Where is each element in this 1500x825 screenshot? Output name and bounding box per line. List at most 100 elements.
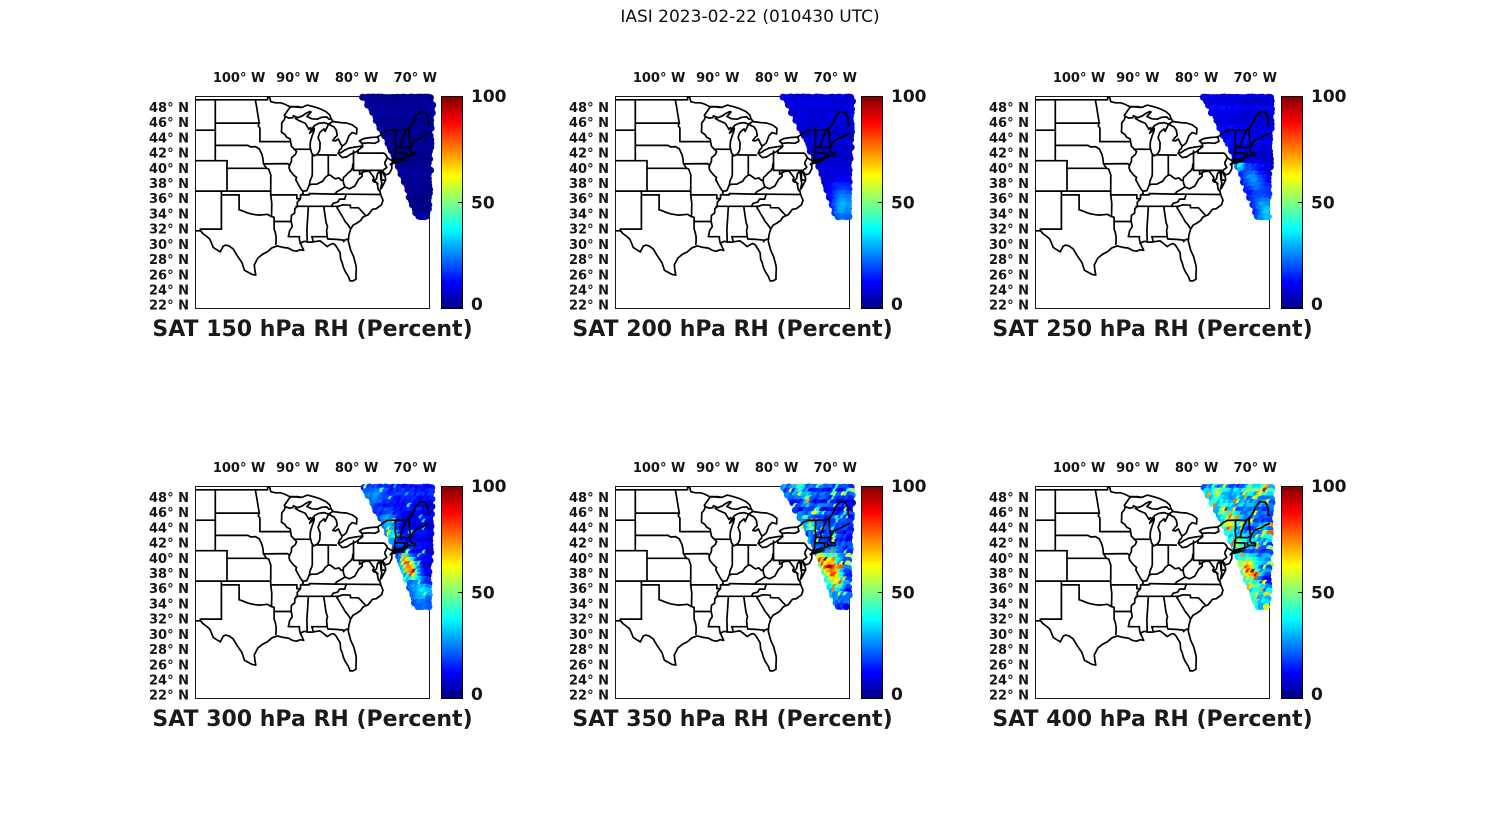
coastline	[1035, 500, 1270, 672]
state-border	[392, 146, 397, 162]
lat-tick-label: 22° N	[569, 299, 609, 314]
state-border	[1078, 598, 1113, 608]
lake-outline	[747, 510, 778, 537]
lon-tick-label: 100° W	[633, 461, 686, 476]
state-border	[721, 564, 766, 583]
lat-tick-label: 36° N	[569, 582, 609, 597]
colorbar-tick-label: 100	[891, 477, 927, 497]
lat-tick-label: 30° N	[989, 628, 1029, 643]
state-border	[731, 235, 769, 243]
basemap	[1035, 486, 1270, 672]
lat-tick-label: 44° N	[989, 521, 1029, 536]
coastline	[615, 500, 850, 672]
state-border	[634, 144, 681, 150]
lat-tick-label: 44° N	[569, 521, 609, 536]
state-border	[1109, 174, 1113, 218]
state-border	[258, 148, 268, 170]
state-border	[778, 169, 799, 185]
lake-outline	[1123, 494, 1172, 511]
state-border	[330, 117, 334, 123]
state-border	[1177, 144, 1184, 155]
lat-tick-label: 34° N	[149, 207, 189, 222]
state-border	[301, 174, 346, 193]
colorbar-tick-label: 50	[1311, 584, 1335, 604]
lat-tick-label: 32° N	[989, 223, 1029, 238]
state-border	[1233, 541, 1246, 549]
state-border	[1134, 117, 1153, 131]
lat-tick-label: 44° N	[569, 131, 609, 146]
state-border	[336, 595, 352, 620]
lat-tick-label: 34° N	[989, 207, 1029, 222]
island-outline	[390, 549, 405, 555]
state-border	[1182, 552, 1195, 571]
state-border	[754, 186, 766, 195]
state-border	[342, 162, 355, 181]
state-border	[214, 534, 261, 540]
panel-title: SAT 200 hPa RH (Percent)	[572, 317, 892, 342]
state-border	[1201, 142, 1204, 148]
satellite-swath	[1199, 93, 1275, 221]
state-border	[269, 564, 273, 608]
lat-tick-label: 40° N	[989, 162, 1029, 177]
state-border	[1246, 542, 1250, 547]
state-border	[257, 512, 292, 533]
state-border	[1148, 154, 1154, 186]
state-border	[812, 146, 817, 162]
state-border	[754, 576, 766, 585]
lon-tick-label: 90° W	[1116, 71, 1159, 86]
lat-tick-label: 40° N	[569, 552, 609, 567]
state-border	[344, 170, 371, 190]
state-border	[1139, 582, 1222, 586]
state-border	[674, 98, 681, 124]
lon-tick-label: 90° W	[276, 461, 319, 476]
state-border	[1094, 488, 1101, 514]
state-border	[828, 127, 832, 146]
state-border	[269, 584, 301, 590]
colorbar-tick-label: 50	[471, 194, 495, 214]
panel-400hpa: 100° W 90° W 80° W 70° W 48° N46° N44° N42° …	[989, 461, 1347, 732]
panel-title: SAT 250 hPa RH (Percent)	[992, 317, 1312, 342]
lake-outline	[1123, 104, 1172, 121]
state-border	[1103, 162, 1131, 167]
state-border	[311, 235, 349, 243]
state-border	[756, 595, 772, 620]
lake-outline	[1148, 511, 1170, 547]
state-border	[311, 625, 314, 632]
state-border	[689, 174, 693, 218]
state-border	[1146, 205, 1150, 243]
state-border	[361, 532, 364, 538]
panel-200hpa: 100° W 90° W 80° W 70° W 48° N46° N44° N42° …	[569, 71, 927, 342]
state-border	[1110, 215, 1117, 246]
state-border	[1098, 538, 1108, 560]
lat-tick-label: 48° N	[149, 101, 189, 116]
lat-tick-label: 34° N	[149, 597, 189, 612]
state-border	[764, 170, 791, 190]
state-border	[1235, 145, 1251, 149]
state-border	[685, 167, 692, 176]
state-border	[731, 625, 769, 633]
state-border	[728, 544, 734, 576]
state-border	[814, 519, 817, 539]
state-border	[1078, 208, 1113, 218]
state-border	[1226, 547, 1233, 552]
state-border	[280, 505, 304, 634]
state-border	[1221, 152, 1229, 173]
colorbar-tick-label: 100	[891, 87, 927, 107]
colorbar-tick-label: 0	[1311, 685, 1323, 705]
satellite-swath	[360, 483, 436, 611]
island-outline	[810, 159, 825, 165]
state-border	[337, 593, 366, 606]
lat-tick-label: 32° N	[569, 613, 609, 628]
lat-tick-label: 48° N	[569, 101, 609, 116]
state-border	[358, 559, 379, 575]
lake-outline	[1198, 526, 1220, 535]
state-border	[1162, 205, 1169, 238]
state-border	[721, 174, 766, 193]
basemap	[615, 96, 850, 282]
state-border	[781, 532, 784, 538]
state-border	[311, 235, 314, 242]
state-border	[1151, 625, 1189, 633]
colorbar	[861, 486, 883, 699]
state-border	[1174, 186, 1186, 195]
